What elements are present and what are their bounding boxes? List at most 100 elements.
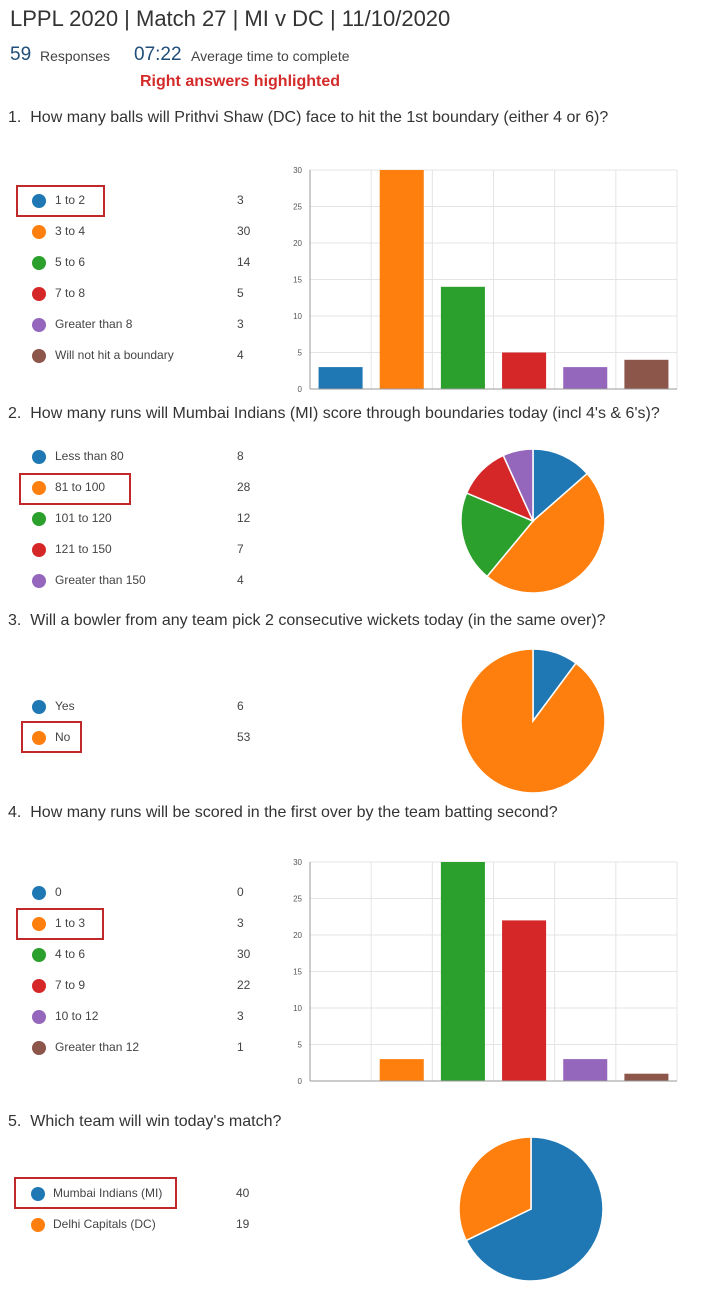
legend-count: 30 bbox=[237, 224, 251, 238]
question-text: How many runs will be scored in the firs… bbox=[30, 804, 558, 821]
y-tick-label: 20 bbox=[293, 239, 302, 248]
chart-q5 bbox=[458, 1136, 604, 1282]
legend-count: 22 bbox=[237, 978, 251, 992]
question-number: 4. bbox=[8, 804, 22, 821]
bar bbox=[318, 367, 363, 389]
question-3-title: 3. Will a bowler from any team pick 2 co… bbox=[8, 612, 606, 630]
responses-count: 59 bbox=[10, 44, 32, 65]
legend-dot bbox=[32, 318, 46, 332]
question-text: Will a bowler from any team pick 2 conse… bbox=[30, 612, 606, 629]
question-number: 5. bbox=[8, 1113, 22, 1130]
question-5-legend: Mumbai Indians (MI) 40 Delhi Capitals (DC… bbox=[0, 1183, 270, 1243]
legend-count: 6 bbox=[237, 699, 244, 713]
legend-label: 5 to 6 bbox=[55, 255, 86, 269]
question-number: 1. bbox=[8, 109, 22, 126]
legend-item: No 53 bbox=[0, 727, 260, 749]
right-answer-highlight bbox=[21, 721, 82, 753]
legend-label: Yes bbox=[55, 699, 75, 713]
legend-item: 101 to 120 12 bbox=[0, 508, 260, 530]
chart-q1: 0 5 10 15 20 25 30 bbox=[293, 166, 678, 394]
legend-count: 3 bbox=[237, 916, 244, 930]
bar bbox=[440, 286, 485, 389]
bar bbox=[624, 1073, 669, 1081]
legend-item: Yes 6 bbox=[0, 696, 260, 718]
bar bbox=[624, 359, 669, 389]
bar bbox=[440, 862, 485, 1081]
pie-slice bbox=[485, 472, 606, 594]
question-text: Which team will win today's match? bbox=[30, 1113, 282, 1130]
legend-count: 19 bbox=[236, 1217, 250, 1231]
legend-dot bbox=[32, 450, 46, 464]
y-tick-label: 15 bbox=[293, 968, 302, 977]
y-tick-label: 30 bbox=[293, 166, 302, 175]
legend-dot bbox=[32, 886, 46, 900]
legend-dot bbox=[32, 256, 46, 270]
right-answer-highlight bbox=[19, 473, 131, 505]
legend-label: Less than 80 bbox=[55, 449, 124, 463]
legend-item: Will not hit a boundary 4 bbox=[0, 345, 260, 367]
legend-label: 10 to 12 bbox=[55, 1009, 99, 1023]
chart-q3 bbox=[460, 648, 606, 794]
average-time-label: Average time to complete bbox=[191, 48, 350, 64]
legend-label: 1 to 3 bbox=[55, 916, 86, 930]
right-answer-highlight bbox=[16, 185, 105, 217]
legend-label: 101 to 120 bbox=[55, 511, 112, 525]
legend-item: Mumbai Indians (MI) 40 bbox=[0, 1183, 260, 1205]
legend-dot bbox=[32, 731, 46, 745]
legend-item: 1 to 3 3 bbox=[0, 913, 260, 935]
page-title: LPPL 2020 | Match 27 | MI v DC | 11/10/2… bbox=[10, 6, 451, 31]
legend-item: 5 to 6 14 bbox=[0, 252, 260, 274]
question-2-legend: Less than 80 8 81 to 100 28 101 to 120 12 1… bbox=[0, 446, 270, 596]
legend-dot bbox=[32, 349, 46, 363]
legend-dot bbox=[32, 225, 46, 239]
legend-count: 14 bbox=[237, 255, 251, 269]
legend-item: 81 to 100 28 bbox=[0, 477, 260, 499]
legend-count: 40 bbox=[236, 1186, 250, 1200]
pie-slice bbox=[532, 448, 589, 523]
legend-label: Mumbai Indians (MI) bbox=[53, 1186, 163, 1200]
legend-label: 3 to 4 bbox=[55, 224, 86, 238]
question-text: How many balls will Prithvi Shaw (DC) fa… bbox=[30, 109, 609, 126]
y-tick-label: 0 bbox=[298, 1077, 303, 1086]
pie-slice bbox=[502, 448, 534, 522]
legend-count: 3 bbox=[237, 317, 244, 331]
question-1-title: 1. How many balls will Prithvi Shaw (DC)… bbox=[8, 109, 608, 127]
y-tick-label: 25 bbox=[293, 895, 302, 904]
legend-dot bbox=[32, 1041, 46, 1055]
legend-item: Greater than 12 1 bbox=[0, 1037, 260, 1059]
question-text: How many runs will Mumbai Indians (MI) s… bbox=[30, 405, 660, 422]
legend-label: 121 to 150 bbox=[55, 542, 112, 556]
legend-label: 81 to 100 bbox=[55, 480, 106, 494]
legend-label: 7 to 9 bbox=[55, 978, 86, 992]
legend-item: Greater than 150 4 bbox=[0, 570, 260, 592]
responses-label: Responses bbox=[40, 48, 111, 64]
legend-label: Greater than 12 bbox=[55, 1040, 140, 1054]
legend-label: 7 to 8 bbox=[55, 286, 86, 300]
legend-dot bbox=[32, 481, 46, 495]
y-tick-label: 25 bbox=[293, 203, 302, 212]
y-tick-label: 10 bbox=[293, 312, 302, 321]
legend-dot bbox=[32, 543, 46, 557]
y-tick-label: 20 bbox=[293, 931, 302, 940]
y-tick-label: 15 bbox=[293, 276, 302, 285]
legend-label: 0 bbox=[55, 885, 62, 899]
legend-dot bbox=[32, 948, 46, 962]
legend-count: 4 bbox=[237, 573, 244, 587]
legend-item: 1 to 2 3 bbox=[0, 190, 260, 212]
right-answer-highlight bbox=[16, 908, 104, 940]
question-4-title: 4. How many runs will be scored in the f… bbox=[8, 804, 558, 822]
legend-dot bbox=[32, 287, 46, 301]
legend-dot bbox=[32, 1010, 46, 1024]
y-tick-label: 5 bbox=[298, 1041, 303, 1050]
legend-dot bbox=[32, 574, 46, 588]
pie-slice bbox=[465, 1136, 604, 1282]
legend-count: 4 bbox=[237, 348, 244, 362]
bar bbox=[379, 1059, 424, 1081]
legend-dot bbox=[32, 979, 46, 993]
bar bbox=[563, 367, 608, 389]
legend-count: 12 bbox=[237, 511, 251, 525]
legend-label: 4 to 6 bbox=[55, 947, 86, 961]
legend-dot bbox=[32, 194, 46, 208]
